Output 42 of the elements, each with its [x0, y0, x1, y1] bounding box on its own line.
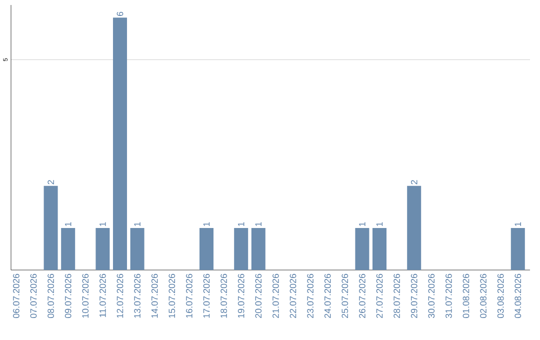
- data-label: 1: [134, 222, 140, 226]
- x-tick-label: 30.07.2026: [428, 274, 435, 318]
- x-tick-label: 21.07.2026: [272, 274, 279, 318]
- x-tick-label: 18.07.2026: [220, 274, 227, 318]
- x-tick-label: 07.07.2026: [30, 274, 37, 318]
- data-label: 2: [48, 180, 54, 184]
- x-tick-label: 04.08.2026: [514, 274, 522, 318]
- x-tick-label: 19.07.2026: [238, 274, 244, 318]
- x-tick-label: 12.07.2026: [116, 274, 124, 318]
- data-label: 1: [65, 222, 72, 226]
- data-label: 1: [203, 222, 210, 226]
- x-tick-label: 20.07.2026: [255, 274, 262, 318]
- x-tick-label: 23.07.2026: [307, 274, 314, 318]
- data-label: 1: [376, 222, 383, 226]
- x-tick-label: 16.07.2026: [186, 274, 192, 318]
- x-tick-label: 31.07.2026: [446, 274, 452, 318]
- x-tick-label: 02.08.2026: [480, 274, 486, 318]
- x-tick-label: 13.07.2026: [134, 274, 140, 318]
- x-tick-label: 10.07.2026: [82, 274, 89, 318]
- x-tick-label: 15.07.2026: [168, 274, 176, 318]
- x-tick-label: 17.07.2026: [203, 274, 210, 318]
- x-tick-label: 01.08.2026: [462, 274, 470, 318]
- x-tick-label: 11.07.2026: [100, 274, 106, 318]
- data-label: 1: [514, 222, 521, 226]
- x-tick-label: 24.07.2026: [324, 274, 331, 318]
- data-label: 1: [255, 222, 262, 226]
- data-label: 1: [359, 222, 366, 226]
- x-tick-label: 14.07.2026: [151, 274, 158, 318]
- data-label: 1: [238, 222, 244, 226]
- data-label: 1: [100, 222, 106, 226]
- x-tick-label: 06.07.2026: [13, 274, 20, 318]
- x-tick-label: 08.07.2026: [48, 274, 54, 318]
- x-tick-label: 25.07.2026: [342, 274, 348, 318]
- x-tick-label: 26.07.2026: [359, 274, 366, 318]
- x-tick-label: 29.07.2026: [410, 274, 418, 318]
- x-tick-label: 28.07.2026: [394, 274, 400, 318]
- x-tick-label: 22.07.2026: [290, 274, 296, 318]
- x-tick-label: 27.07.2026: [376, 274, 383, 318]
- data-label: 2: [410, 180, 418, 184]
- data-label: 6: [116, 12, 124, 16]
- x-tick-label: 09.07.2026: [64, 274, 72, 318]
- x-tick-label: 03.08.2026: [497, 274, 504, 318]
